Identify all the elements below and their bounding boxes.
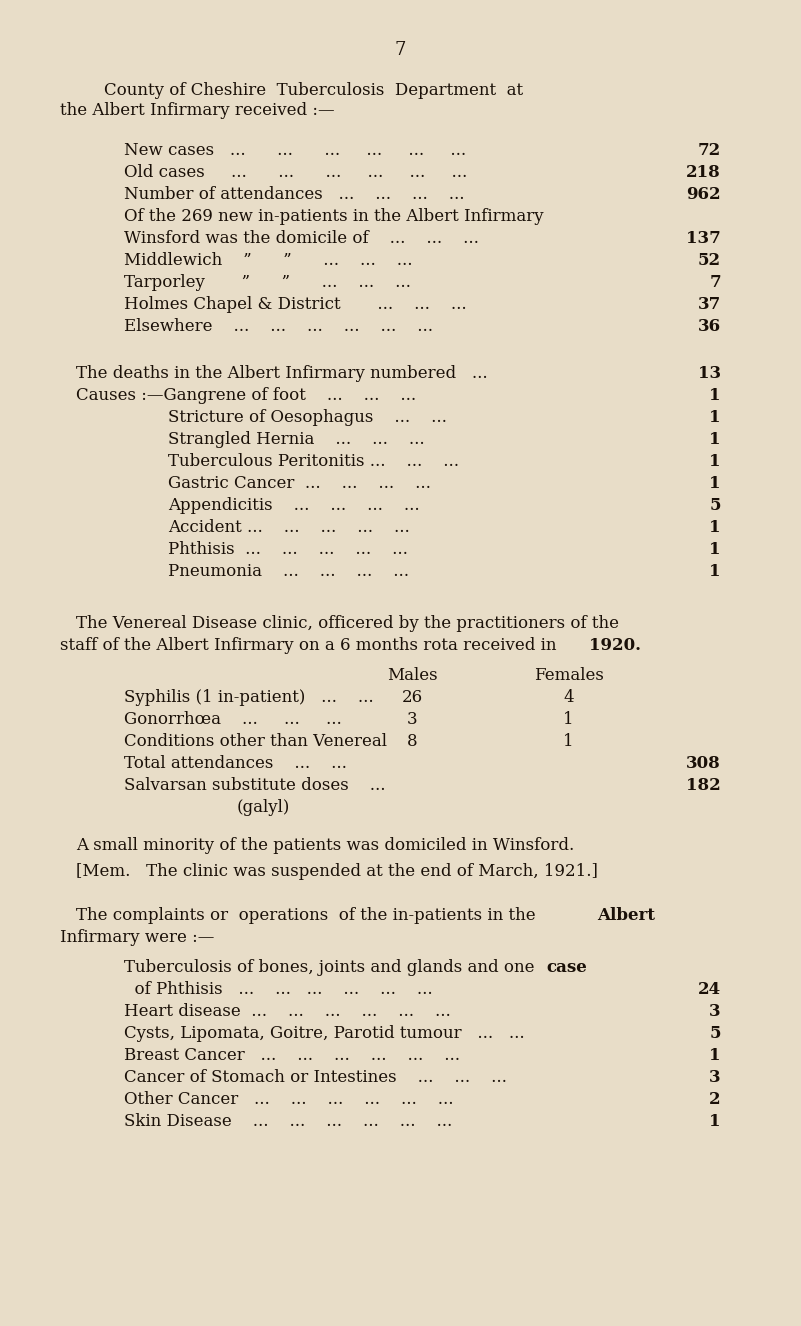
Text: 182: 182 bbox=[686, 777, 721, 794]
Text: Conditions other than Venereal: Conditions other than Venereal bbox=[124, 733, 387, 751]
Text: Causes :—Gangrene of foot    ...    ...    ...: Causes :—Gangrene of foot ... ... ... bbox=[76, 387, 417, 404]
Text: of Phthisis   ...    ...   ...    ...    ...    ...: of Phthisis ... ... ... ... ... ... bbox=[124, 981, 433, 998]
Text: County of Cheshire  Tuberculosis  Department  at: County of Cheshire Tuberculosis Departme… bbox=[104, 82, 523, 99]
Text: Gastric Cancer  ...    ...    ...    ...: Gastric Cancer ... ... ... ... bbox=[168, 475, 431, 492]
Text: Females: Females bbox=[533, 667, 604, 684]
Text: 4: 4 bbox=[563, 690, 574, 705]
Text: 8: 8 bbox=[407, 733, 418, 751]
Text: A small minority of the patients was domiciled in Winsford.: A small minority of the patients was dom… bbox=[76, 837, 574, 854]
Text: 1920.: 1920. bbox=[589, 636, 641, 654]
Text: 1: 1 bbox=[563, 711, 574, 728]
Text: Accident ...    ...    ...    ...    ...: Accident ... ... ... ... ... bbox=[168, 518, 410, 536]
Text: The complaints or  operations  of the in-patients in the: The complaints or operations of the in-p… bbox=[76, 907, 541, 924]
Text: Stricture of Oesophagus    ...    ...: Stricture of Oesophagus ... ... bbox=[168, 408, 447, 426]
Text: 1: 1 bbox=[710, 1113, 721, 1130]
Text: Heart disease  ...    ...    ...    ...    ...    ...: Heart disease ... ... ... ... ... ... bbox=[124, 1002, 451, 1020]
Text: Cancer of Stomach or Intestines    ...    ...    ...: Cancer of Stomach or Intestines ... ... … bbox=[124, 1069, 507, 1086]
Text: 1: 1 bbox=[710, 518, 721, 536]
Text: staff of the Albert Infirmary on a 6 months rota received in: staff of the Albert Infirmary on a 6 mon… bbox=[60, 636, 562, 654]
Text: Pneumonia    ...    ...    ...    ...: Pneumonia ... ... ... ... bbox=[168, 564, 409, 579]
Text: [Mem.   The clinic was suspended at the end of March, 1921.]: [Mem. The clinic was suspended at the en… bbox=[76, 863, 598, 880]
Text: 2: 2 bbox=[709, 1091, 721, 1109]
Text: 36: 36 bbox=[698, 318, 721, 335]
Text: 7: 7 bbox=[395, 41, 406, 58]
Text: The Venereal Disease clinic, officered by the practitioners of the: The Venereal Disease clinic, officered b… bbox=[76, 615, 619, 633]
Text: New cases   ...      ...      ...     ...     ...     ...: New cases ... ... ... ... ... ... bbox=[124, 142, 466, 159]
Text: 1: 1 bbox=[710, 408, 721, 426]
Text: Winsford was the domicile of    ...    ...    ...: Winsford was the domicile of ... ... ... bbox=[124, 229, 479, 247]
Text: Other Cancer   ...    ...    ...    ...    ...    ...: Other Cancer ... ... ... ... ... ... bbox=[124, 1091, 453, 1109]
Text: Strangled Hernia    ...    ...    ...: Strangled Hernia ... ... ... bbox=[168, 431, 425, 448]
Text: Phthisis  ...    ...    ...    ...    ...: Phthisis ... ... ... ... ... bbox=[168, 541, 408, 558]
Text: Skin Disease    ...    ...    ...    ...    ...    ...: Skin Disease ... ... ... ... ... ... bbox=[124, 1113, 453, 1130]
Text: Of the 269 new in-patients in the Albert Infirmary: Of the 269 new in-patients in the Albert… bbox=[124, 208, 544, 225]
Text: Tuberculous Peritonitis ...    ...    ...: Tuberculous Peritonitis ... ... ... bbox=[168, 453, 459, 469]
Text: 52: 52 bbox=[698, 252, 721, 269]
Text: 962: 962 bbox=[686, 186, 721, 203]
Text: 7: 7 bbox=[709, 274, 721, 290]
Text: 3: 3 bbox=[709, 1069, 721, 1086]
Text: 3: 3 bbox=[407, 711, 418, 728]
Text: Syphilis (1 in-patient)   ...    ...: Syphilis (1 in-patient) ... ... bbox=[124, 690, 374, 705]
Text: Breast Cancer   ...    ...    ...    ...    ...    ...: Breast Cancer ... ... ... ... ... ... bbox=[124, 1048, 460, 1063]
Text: 13: 13 bbox=[698, 365, 721, 382]
Text: Tuberculosis of bones, joints and glands and one: Tuberculosis of bones, joints and glands… bbox=[124, 959, 540, 976]
Text: Old cases     ...      ...      ...     ...     ...     ...: Old cases ... ... ... ... ... ... bbox=[124, 164, 468, 182]
Text: Appendicitis    ...    ...    ...    ...: Appendicitis ... ... ... ... bbox=[168, 497, 420, 514]
Text: Gonorrhœa    ...     ...     ...: Gonorrhœa ... ... ... bbox=[124, 711, 342, 728]
Text: 37: 37 bbox=[698, 296, 721, 313]
Text: Infirmary were :—: Infirmary were :— bbox=[60, 930, 215, 945]
Text: 137: 137 bbox=[686, 229, 721, 247]
Text: Cysts, Lipomata, Goitre, Parotid tumour   ...   ...: Cysts, Lipomata, Goitre, Parotid tumour … bbox=[124, 1025, 525, 1042]
Text: the Albert Infirmary received :—: the Albert Infirmary received :— bbox=[60, 102, 335, 119]
Text: The deaths in the Albert Infirmary numbered   ...: The deaths in the Albert Infirmary numbe… bbox=[76, 365, 488, 382]
Text: 1: 1 bbox=[710, 453, 721, 469]
Text: 26: 26 bbox=[402, 690, 423, 705]
Text: 24: 24 bbox=[698, 981, 721, 998]
Text: Number of attendances   ...    ...    ...    ...: Number of attendances ... ... ... ... bbox=[124, 186, 465, 203]
Text: 1: 1 bbox=[710, 475, 721, 492]
Text: Albert: Albert bbox=[597, 907, 654, 924]
Text: Total attendances    ...    ...: Total attendances ... ... bbox=[124, 754, 347, 772]
Text: 1: 1 bbox=[563, 733, 574, 751]
Text: Middlewich    ”      ”      ...    ...    ...: Middlewich ” ” ... ... ... bbox=[124, 252, 413, 269]
Text: Salvarsan substitute doses    ...: Salvarsan substitute doses ... bbox=[124, 777, 385, 794]
Text: 5: 5 bbox=[710, 497, 721, 514]
Text: case: case bbox=[546, 959, 587, 976]
Text: 1: 1 bbox=[710, 431, 721, 448]
Text: 5: 5 bbox=[710, 1025, 721, 1042]
Text: Elsewhere    ...    ...    ...    ...    ...    ...: Elsewhere ... ... ... ... ... ... bbox=[124, 318, 433, 335]
Text: 1: 1 bbox=[710, 541, 721, 558]
Text: Holmes Chapel & District       ...    ...    ...: Holmes Chapel & District ... ... ... bbox=[124, 296, 467, 313]
Text: 3: 3 bbox=[709, 1002, 721, 1020]
Text: Tarporley       ”      ”      ...    ...    ...: Tarporley ” ” ... ... ... bbox=[124, 274, 411, 290]
Text: Males: Males bbox=[387, 667, 438, 684]
Text: 72: 72 bbox=[698, 142, 721, 159]
Text: (galyl): (galyl) bbox=[236, 800, 290, 815]
Text: 1: 1 bbox=[710, 564, 721, 579]
Text: 218: 218 bbox=[686, 164, 721, 182]
Text: 308: 308 bbox=[686, 754, 721, 772]
Text: 1: 1 bbox=[710, 1048, 721, 1063]
Text: 1: 1 bbox=[710, 387, 721, 404]
